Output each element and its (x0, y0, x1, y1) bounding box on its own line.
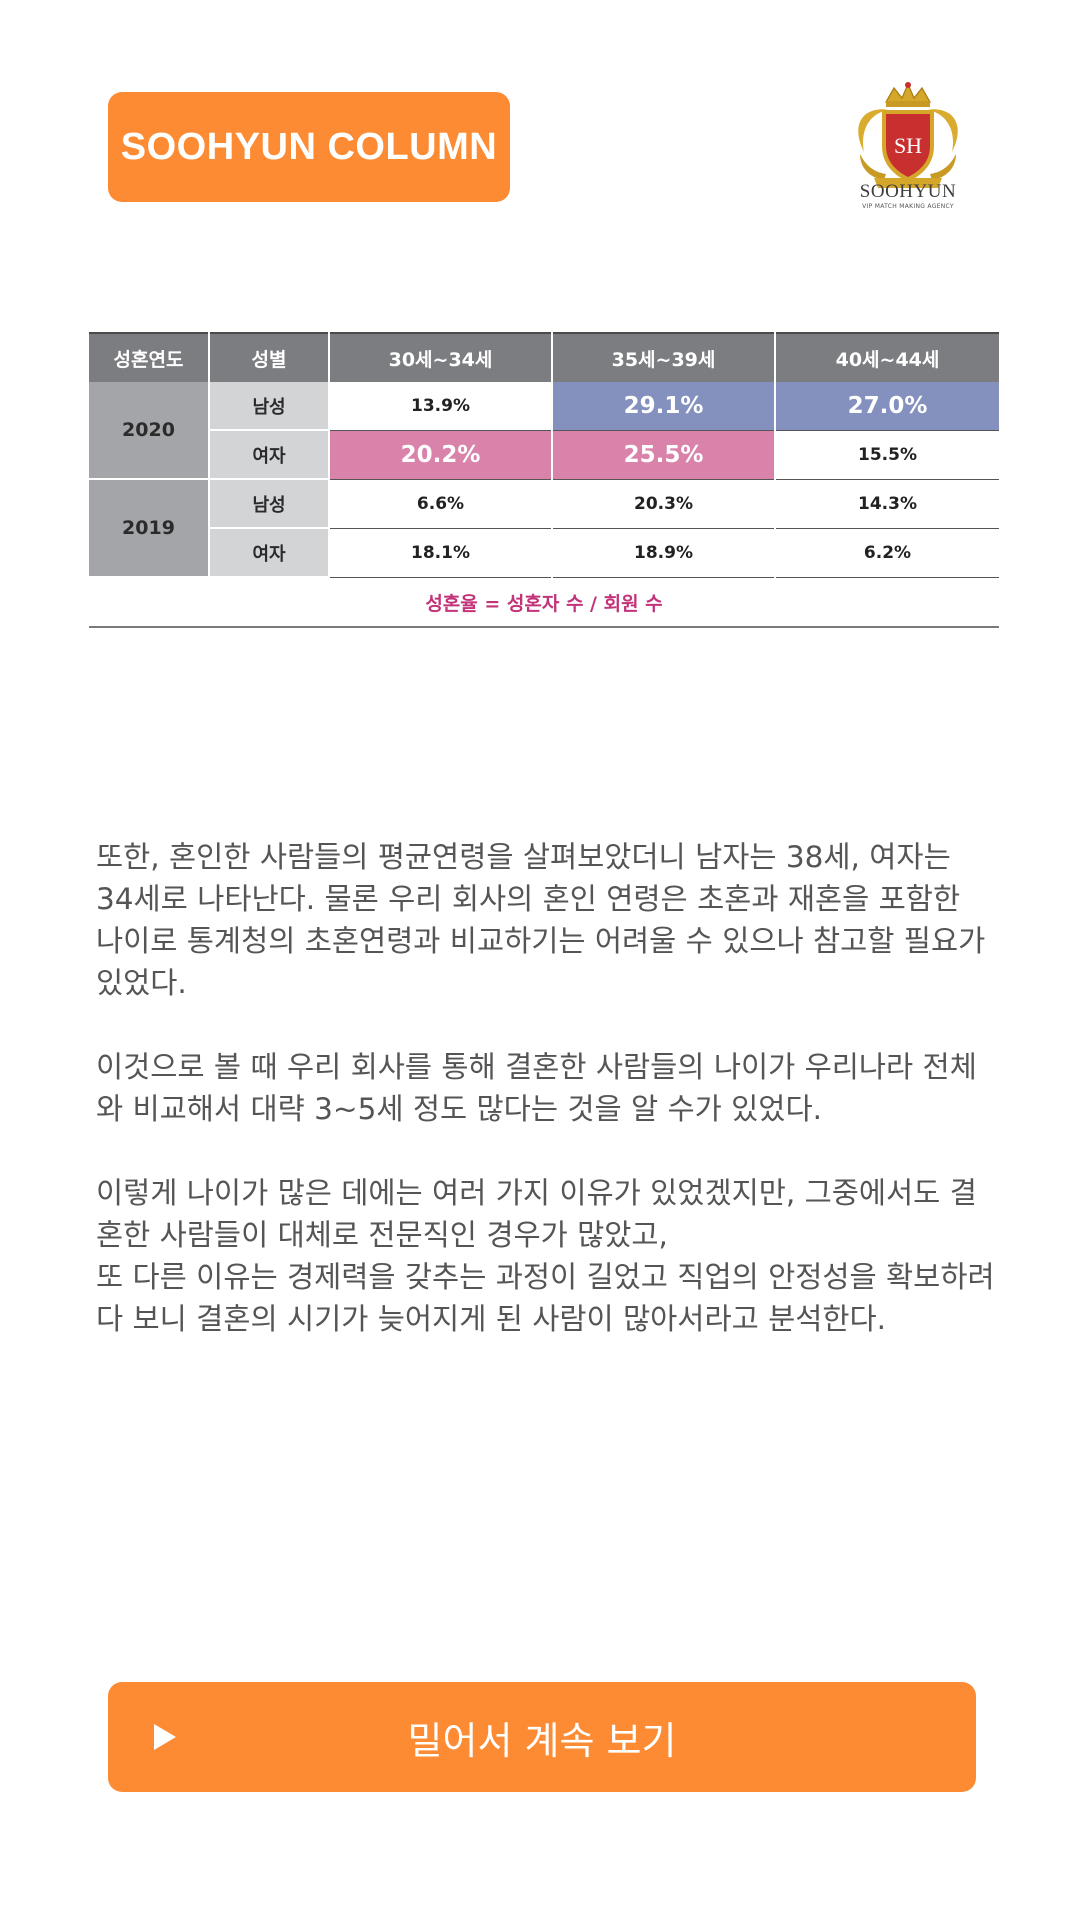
soohyun-crest-logo: SH (858, 82, 958, 188)
rate-cell: 14.3% (775, 479, 999, 529)
rate-cell-highlight: 27.0% (775, 382, 999, 431)
article-paragraph: 또 다른 이유는 경제력을 갖추는 과정이 길었고 직업의 안정성을 확보하려다… (96, 1260, 995, 1336)
column-badge: SOOHYUN COLUMN (108, 92, 510, 202)
year-cell: 2019 (89, 479, 210, 578)
marriage-rate-table: 성혼연도 성별 30세~34세 35세~39세 40세~44세 2020 남성 … (89, 332, 999, 628)
table-formula-row: 성혼율 = 성혼자 수 / 회원 수 (89, 577, 999, 628)
table-row: 여자 18.1% 18.9% 6.2% (89, 528, 999, 578)
sex-cell: 여자 (209, 430, 330, 480)
header-age-30-34: 30세~34세 (329, 333, 553, 382)
header-sex: 성별 (209, 333, 330, 382)
sex-cell: 남성 (209, 479, 330, 529)
table-row: 2020 남성 13.9% 29.1% 27.0% (89, 382, 999, 480)
rate-cell-highlight: 25.5% (552, 430, 776, 480)
continue-reading-label: 밀어서 계속 보기 (407, 1718, 677, 1763)
rate-cell: 18.9% (552, 528, 776, 578)
article-paragraph: 또한, 혼인한 사람들의 평균연령을 살펴보았더니 남자는 38세, 여자는 3… (96, 840, 986, 1000)
header-age-35-39: 35세~39세 (552, 333, 776, 382)
header-age-40-44: 40세~44세 (775, 333, 999, 382)
rate-cell-highlight: 20.2% (329, 430, 553, 480)
rate-cell: 13.9% (329, 382, 553, 431)
article-paragraph: 이것으로 볼 때 우리 회사를 통해 결혼한 사람들의 나이가 우리나라 전체와… (96, 1050, 977, 1126)
table-row: 여자 20.2% 25.5% 15.5% (89, 430, 999, 480)
rate-cell: 18.1% (329, 528, 553, 578)
rate-cell: 6.2% (775, 528, 999, 578)
header-year: 성혼연도 (89, 333, 210, 382)
formula-note: 성혼율 = 성혼자 수 / 회원 수 (89, 577, 999, 628)
table-header-row: 성혼연도 성별 30세~34세 35세~39세 40세~44세 (89, 333, 999, 382)
continue-reading-button[interactable]: 밀어서 계속 보기 (108, 1682, 976, 1792)
year-cell: 2020 (89, 382, 210, 480)
logo-text: SOOHYUN (859, 181, 957, 202)
rate-cell: 20.3% (552, 479, 776, 529)
rate-cell-highlight: 29.1% (552, 382, 776, 431)
sex-cell: 여자 (209, 528, 330, 578)
play-icon (154, 1724, 176, 1750)
sex-cell: 남성 (209, 382, 330, 431)
logo-subtext: VIP MATCH MAKING AGENCY (862, 203, 954, 210)
table-row: 2019 남성 6.6% 20.3% 14.3% (89, 479, 999, 578)
rate-cell: 6.6% (329, 479, 553, 529)
article-paragraph: 이렇게 나이가 많은 데에는 여러 가지 이유가 있었겠지만, 그중에서도 결혼… (96, 1176, 977, 1252)
article-body: 또한, 혼인한 사람들의 평균연령을 살펴보았더니 남자는 38세, 여자는 3… (96, 836, 996, 1382)
svg-text:SH: SH (894, 133, 922, 158)
rate-cell: 15.5% (775, 430, 999, 480)
